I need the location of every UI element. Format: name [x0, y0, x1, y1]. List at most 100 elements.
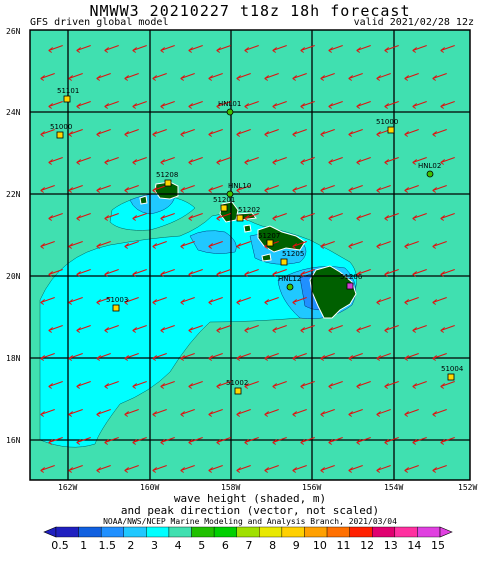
station-marker[interactable] [226, 108, 234, 116]
station-marker[interactable] [266, 239, 274, 247]
wave-vector [404, 73, 419, 81]
wave-vector [328, 101, 343, 109]
station-51101[interactable]: 51101 [57, 87, 79, 103]
wave-vector [328, 381, 343, 389]
wave-vector [236, 241, 251, 249]
wave-vector [412, 269, 427, 277]
wave-vector [300, 325, 315, 333]
wave-vector [104, 157, 119, 165]
wave-vector [208, 185, 223, 193]
station-51004[interactable]: 51004 [441, 365, 464, 381]
wave-vector [216, 213, 231, 221]
caption-wave-height: wave height (shaded, m) [173, 492, 327, 505]
station-51208[interactable]: 51208 [156, 171, 178, 187]
station-51206[interactable]: 51206 [340, 273, 363, 290]
wave-vector [208, 73, 223, 81]
model-label: GFS driven global model [30, 17, 169, 28]
station-marker[interactable] [236, 214, 244, 222]
colorbar-label: 1 [80, 539, 87, 552]
station-marker[interactable] [426, 170, 434, 178]
station-HNL10[interactable]: HNL10 [226, 182, 251, 198]
station-HNL01[interactable]: HNL01 [218, 100, 241, 116]
colorbar-swatch [372, 526, 396, 538]
station-51003[interactable]: 51003 [106, 296, 128, 312]
station-marker[interactable] [447, 373, 455, 381]
wave-vector [264, 297, 279, 305]
wave-vector [68, 465, 83, 473]
station-label: 51201 [213, 196, 235, 204]
station-label: HNL02 [418, 162, 441, 170]
station-marker[interactable] [56, 131, 64, 139]
colorbar-swatch [394, 526, 418, 538]
wave-vector [40, 241, 55, 249]
wave-vector [264, 353, 279, 361]
station-marker[interactable] [164, 179, 172, 187]
station-marker[interactable] [234, 387, 242, 395]
wave-vector [188, 101, 203, 109]
island-kahoolawe [261, 253, 272, 262]
wave-vector [160, 45, 175, 53]
station-HNL12[interactable]: HNL12 [278, 275, 301, 291]
station-51201[interactable]: 51201 [213, 196, 235, 212]
wave-vector [300, 101, 315, 109]
colorbar-swatch [191, 526, 215, 538]
station-marker[interactable] [346, 282, 354, 290]
station-marker[interactable] [226, 190, 234, 198]
wave-vector [208, 241, 223, 249]
station-label: 51101 [57, 87, 79, 95]
station-51205[interactable]: 51205 [280, 250, 304, 266]
wave-vector [180, 409, 195, 417]
station-HNL02[interactable]: HNL02 [418, 162, 441, 178]
station-marker[interactable] [220, 204, 228, 212]
wave-vector [124, 353, 139, 361]
wave-vector [124, 409, 139, 417]
wave-vector [272, 381, 287, 389]
station-51207[interactable]: 51207 [258, 232, 280, 247]
wave-vector [132, 325, 147, 333]
station-marker[interactable] [112, 304, 120, 312]
wave-vector [236, 297, 251, 305]
wave-vector [320, 241, 335, 249]
wave-vector [264, 185, 279, 193]
station-51000[interactable]: 51000 [376, 118, 398, 134]
wave-vector [96, 129, 111, 137]
wave-vector [76, 325, 91, 333]
lat-label: 22N [6, 190, 21, 199]
station-51000[interactable]: 51000 [50, 123, 72, 139]
wave-vector [432, 129, 447, 137]
colorbar-swatch [213, 526, 237, 538]
wave-vector [216, 325, 231, 333]
station-51202[interactable]: 51202 [236, 206, 260, 222]
wave-vector [188, 45, 203, 53]
wave-vector [440, 325, 455, 333]
wave-vector [376, 409, 391, 417]
station-marker[interactable] [280, 258, 288, 266]
station-marker[interactable] [63, 95, 71, 103]
wave-vector [292, 409, 307, 417]
station-marker[interactable] [286, 283, 294, 291]
wave-vector [68, 185, 83, 193]
wave-vector [104, 45, 119, 53]
lat-label: 26N [6, 27, 21, 36]
station-marker[interactable] [387, 126, 395, 134]
wave-vector [96, 409, 111, 417]
wave-vector [264, 73, 279, 81]
colorbar-swatch [259, 526, 283, 538]
wave-vector [188, 437, 203, 445]
wave-vector [356, 213, 371, 221]
wave-vector [188, 325, 203, 333]
wave-vector [272, 325, 287, 333]
wave-vector [104, 269, 119, 277]
wave-vector [292, 73, 307, 81]
station-51002[interactable]: 51002 [226, 379, 248, 395]
wave-vector [180, 185, 195, 193]
wave-vector [404, 241, 419, 249]
wave-vector [48, 325, 63, 333]
wave-vector [440, 381, 455, 389]
graticule [30, 30, 470, 480]
colorbar-label: 11 [337, 539, 351, 552]
colorbar-swatch [326, 526, 350, 538]
valid-time-label: valid 2021/02/28 12z [353, 17, 474, 28]
wave-vector [208, 297, 223, 305]
wave-vector [300, 157, 315, 165]
